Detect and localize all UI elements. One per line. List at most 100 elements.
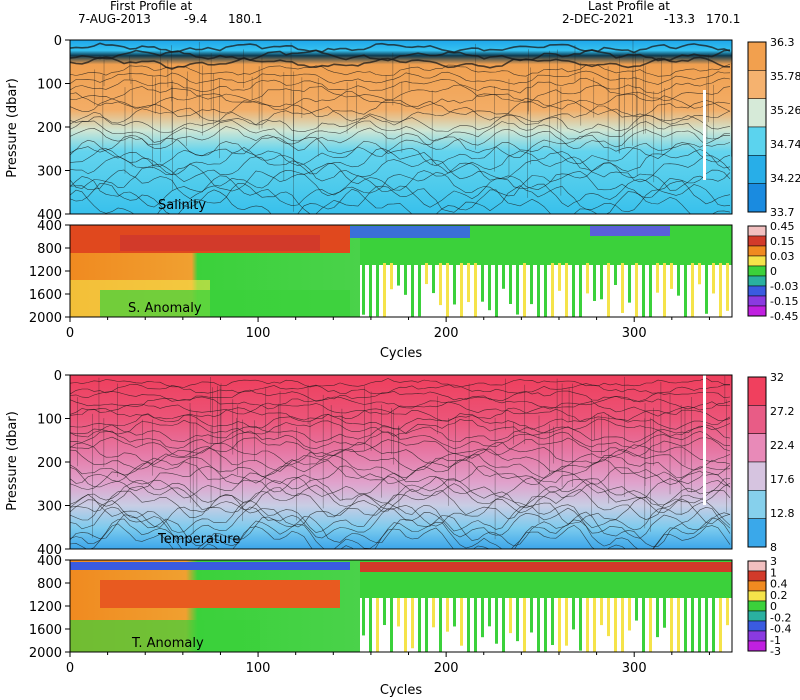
colorbar-label: 8 [770, 541, 777, 554]
colorbar-swatch [747, 126, 767, 156]
temperature-contours [70, 375, 731, 549]
colorbar-label: 35.78 [770, 70, 800, 83]
colorbar-swatch [747, 41, 767, 71]
first-profile-date: 7-AUG-2013 [78, 12, 151, 26]
colorbar-swatch [747, 640, 767, 652]
temperature-ylabel: Pressure (dbar) [5, 411, 20, 511]
temperature-colorbar: 32 27.2 22.4 17.6 12.8 8 [747, 371, 795, 554]
salinity-panel-title: Salinity [158, 198, 206, 213]
salinity-anomaly-field [70, 225, 732, 317]
colorbar-label: 33.7 [770, 206, 795, 219]
first-profile-label: First Profile at [110, 0, 193, 13]
x-tick-label: 0 [66, 326, 74, 341]
last-profile-lat: -13.3 [664, 12, 695, 26]
y-tick-label: 200 [37, 456, 62, 471]
colorbar-label: 22.4 [770, 439, 795, 452]
colorbar-label: -0.45 [770, 310, 798, 323]
colorbar-label: -0.4 [770, 623, 791, 636]
colorbar-swatch [747, 461, 767, 491]
colorbar-swatch [747, 570, 767, 582]
colorbar-label: 27.2 [770, 405, 795, 418]
colorbar-swatch [747, 490, 767, 519]
x-tick-label: 300 [622, 326, 647, 341]
colorbar-label: 0.2 [770, 589, 788, 602]
temperature-anomaly-field [70, 560, 732, 652]
colorbar-label: -0.03 [770, 280, 798, 293]
y-tick-label: 1600 [29, 623, 62, 638]
y-tick-label: 300 [37, 500, 62, 515]
x-tick-label: 200 [434, 661, 459, 676]
y-tick-label: 400 [37, 543, 62, 558]
colorbar-swatch [747, 620, 767, 632]
colorbar-swatch [747, 225, 767, 237]
salinity-anomaly-y-axis: 400 800 1200 1600 2000 [29, 219, 70, 326]
y-tick-label: 800 [37, 577, 62, 592]
last-profile-label: Last Profile at [588, 0, 670, 13]
temperature-anomaly-title: T. Anomaly [131, 636, 204, 651]
colorbar-swatch [747, 305, 767, 317]
x-tick-label: 100 [246, 326, 271, 341]
colorbar-label: 1 [770, 566, 777, 579]
temperature-panel: 0 100 200 300 400 Temperature Pressure (dbar… [5, 369, 795, 558]
colorbar-swatch [747, 405, 767, 434]
x-tick-label: 200 [434, 326, 459, 341]
first-profile-lon: 180.1 [228, 12, 262, 26]
y-tick-label: 300 [37, 165, 62, 180]
colorbar-swatch [747, 580, 767, 592]
y-tick-label: 400 [37, 208, 62, 223]
colorbar-swatch [747, 610, 767, 622]
colorbar-label: 12.8 [770, 507, 795, 520]
header: First Profile at 7-AUG-2013 -9.4 180.1 L… [78, 0, 740, 26]
temperature-y-axis: 0 100 200 300 400 [37, 369, 70, 558]
y-tick-label: 400 [37, 219, 62, 234]
colorbar-label: 3 [770, 555, 777, 568]
temperature-anomaly-x-axis: 0 100 200 300 [66, 652, 710, 676]
x-tick-label: 100 [246, 661, 271, 676]
salinity-ylabel: Pressure (dbar) [5, 78, 20, 178]
last-profile-lon: 170.1 [706, 12, 740, 26]
salinity-y-axis: 0 100 200 300 400 [37, 34, 70, 223]
colorbar-label: 36.3 [770, 36, 795, 49]
colorbar-label: 17.6 [770, 473, 795, 486]
colorbar-label: 0.15 [770, 235, 795, 248]
x-tick-label: 0 [66, 661, 74, 676]
colorbar-swatch [747, 245, 767, 257]
colorbar-label: -0.2 [770, 611, 791, 624]
colorbar-swatch [747, 285, 767, 297]
first-profile-lat: -9.4 [184, 12, 207, 26]
colorbar-swatch [747, 295, 767, 307]
colorbar-swatch [747, 560, 767, 572]
colorbar-label: -0.15 [770, 295, 798, 308]
y-tick-label: 2000 [29, 646, 62, 661]
y-tick-label: 100 [37, 78, 62, 93]
temperature-anomaly-panel: 400 800 1200 1600 2000 0 100 200 300 T. Anomaly… [29, 554, 792, 698]
colorbar-label: 0.45 [770, 220, 795, 233]
y-tick-label: 0 [54, 34, 62, 49]
colorbar-swatch [747, 98, 767, 128]
colorbar-label: 34.74 [770, 138, 800, 151]
y-tick-label: 200 [37, 121, 62, 136]
salinity-anomaly-panel: 400 800 1200 1600 2000 0 100 200 300 S. Anomaly… [29, 219, 799, 361]
temperature-anomaly-xlabel: Cycles [380, 683, 423, 698]
x-tick-label: 300 [622, 661, 647, 676]
colorbar-label: 34.22 [770, 172, 800, 185]
salinity-panel: 0 100 200 300 400 Salinity Pressure (dbar) 3… [5, 34, 800, 223]
colorbar-swatch [747, 630, 767, 642]
temperature-anomaly-colorbar: 310.40.20-0.2-0.4-1-3 [747, 555, 791, 658]
salinity-anomaly-x-axis: 0 100 200 300 [66, 317, 710, 341]
salinity-contours [70, 40, 732, 214]
y-tick-label: 2000 [29, 311, 62, 326]
y-tick-label: 0 [54, 369, 62, 384]
y-tick-label: 400 [37, 554, 62, 569]
colorbar-swatch [747, 600, 767, 612]
colorbar-swatch [747, 590, 767, 602]
colorbar-label: 0 [770, 265, 777, 278]
salinity-anomaly-xlabel: Cycles [380, 346, 423, 361]
colorbar-swatch [747, 235, 767, 247]
colorbar-swatch [747, 255, 767, 267]
y-tick-label: 100 [37, 413, 62, 428]
colorbar-label: 0.4 [770, 578, 788, 591]
colorbar-label: -3 [770, 645, 781, 658]
colorbar-swatch [747, 376, 767, 406]
